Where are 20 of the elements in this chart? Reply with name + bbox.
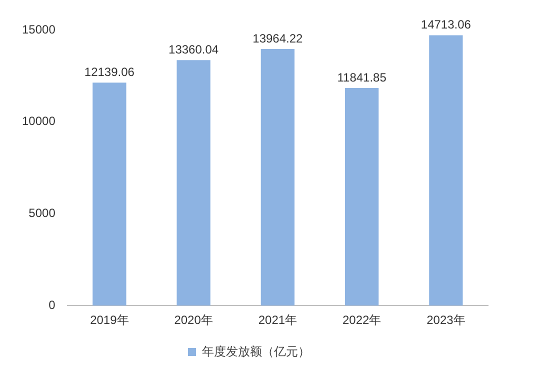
x-tick-label: 2023年	[426, 313, 466, 328]
y-tick-label: 15000	[22, 22, 56, 36]
bar	[176, 60, 210, 306]
data-label: 14713.06	[420, 18, 472, 32]
bar	[92, 82, 126, 306]
y-tick-label: 0	[48, 298, 56, 312]
y-tick-label: 10000	[22, 114, 56, 128]
data-label: 13360.04	[168, 42, 219, 56]
data-label: 13964.22	[252, 31, 304, 46]
x-tick-label: 2020年	[174, 313, 213, 328]
x-tick-label: 2021年	[258, 313, 298, 328]
bar	[344, 88, 379, 306]
y-tick-label: 5000	[28, 206, 56, 220]
data-label: 11841.85	[337, 70, 387, 84]
bar	[260, 49, 295, 306]
data-label: 12139.06	[84, 64, 135, 79]
x-tick-label: 2019年	[90, 313, 129, 328]
legend-label: 年度发放额（亿元）	[202, 344, 310, 358]
x-tick-label: 2022年	[342, 313, 382, 328]
bar	[429, 35, 463, 306]
